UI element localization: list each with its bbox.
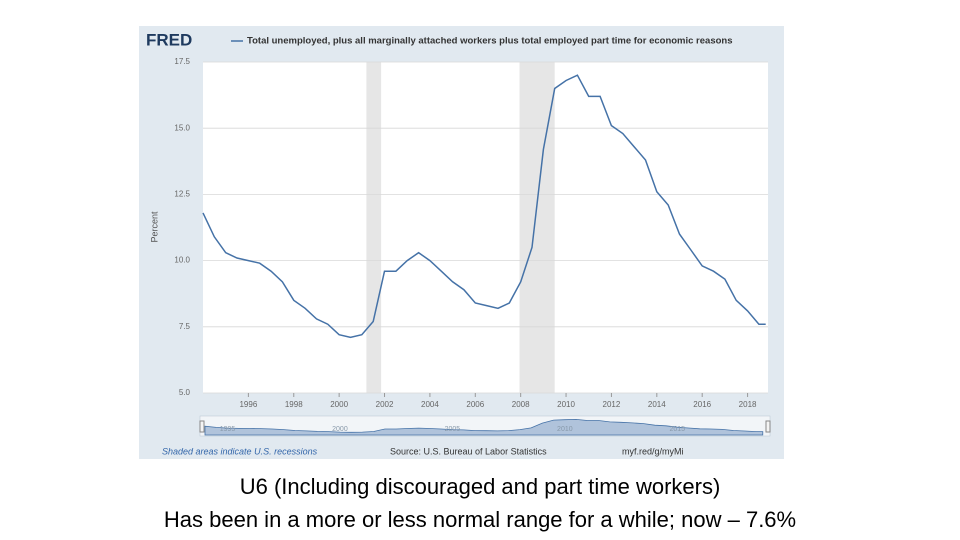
chart: FRED Total unemployed, plus all marginal… <box>139 26 784 459</box>
navigator-tick-label: 2010 <box>557 426 573 433</box>
recession-band <box>366 62 382 393</box>
x-tick-label: 2012 <box>603 400 621 409</box>
y-tick-label: 15.0 <box>174 123 190 132</box>
logo: FRED <box>146 30 192 49</box>
x-tick-label: 2002 <box>376 400 394 409</box>
data-line <box>202 74 766 339</box>
caption-line: U6 (Including discouraged and part time … <box>239 474 721 499</box>
navigator-handle[interactable] <box>765 420 771 433</box>
navigator-tick-label: 2000 <box>332 426 348 433</box>
source: Source: U.S. Bureau of Labor Statistics <box>390 446 547 456</box>
legend-label: Total unemployed, plus all marginally at… <box>247 36 733 47</box>
x-tick-label: 2008 <box>512 400 530 409</box>
link[interactable]: myf.red/g/myMi <box>622 446 684 456</box>
x-tick-label: 2004 <box>421 400 439 409</box>
y-tick-label: 5.0 <box>179 388 191 397</box>
x-tick-label: 2018 <box>739 400 757 409</box>
x-tick-label: 2000 <box>330 400 348 409</box>
navigator-tick-label: 2015 <box>670 426 686 433</box>
footnote: Shaded areas indicate U.S. recessions <box>162 446 318 456</box>
x-tick-label: 2014 <box>648 400 666 409</box>
x-tick-label: 2006 <box>466 400 484 409</box>
recession-band <box>519 62 555 393</box>
x-tick-label: 2010 <box>557 400 575 409</box>
y-tick-label: 7.5 <box>179 322 191 331</box>
y-tick-label: 10.0 <box>174 256 190 265</box>
x-tick-label: 1998 <box>285 400 303 409</box>
x-tick-label: 1996 <box>239 400 257 409</box>
y-tick-label: 12.5 <box>174 190 190 199</box>
navigator-tick-label: 1995 <box>220 426 236 433</box>
caption-line: Has been in a more or less normal range … <box>163 507 797 532</box>
navigator-area <box>204 418 764 436</box>
navigator-tick-label: 2005 <box>445 426 461 433</box>
x-tick-label: 2016 <box>693 400 711 409</box>
plot-area <box>203 62 768 393</box>
y-tick-label: 17.5 <box>174 57 190 66</box>
y-axis-label: Percent <box>149 211 159 243</box>
navigator-handle[interactable] <box>199 420 205 433</box>
